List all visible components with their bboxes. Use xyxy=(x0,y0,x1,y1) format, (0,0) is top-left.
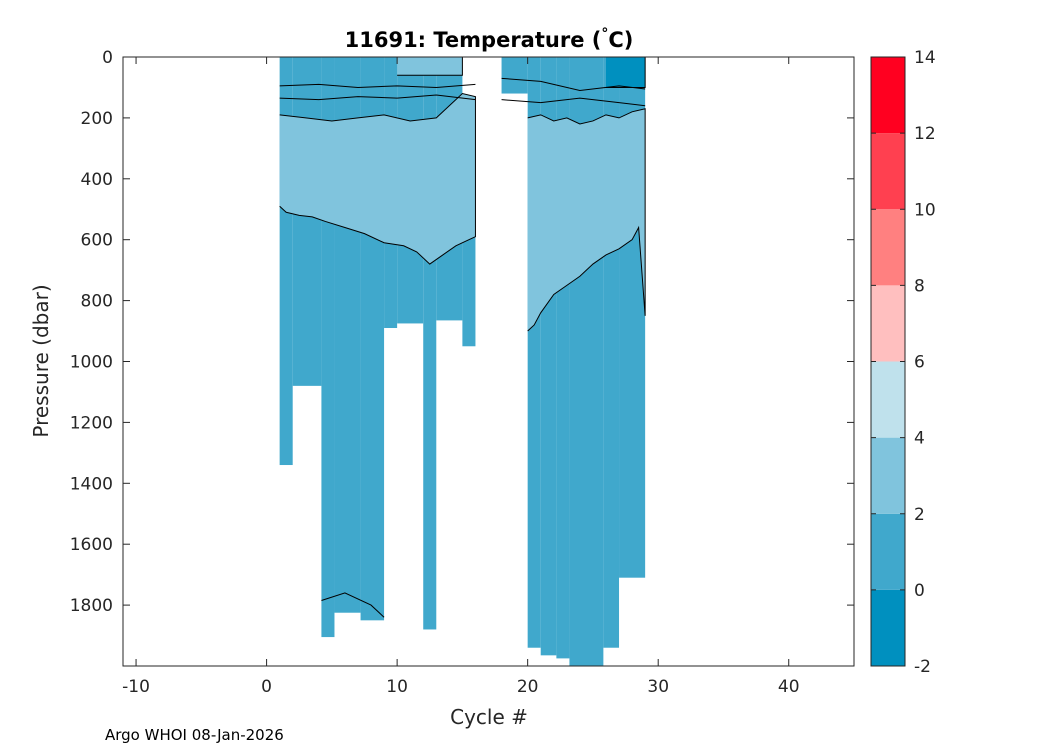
colorbar-tick-label: -2 xyxy=(914,657,931,677)
colorbar-band-3 xyxy=(871,361,905,438)
colorbar-tick-label: 12 xyxy=(914,124,936,144)
contour-line-4 xyxy=(321,592,385,618)
x-tick-label: 30 xyxy=(647,677,669,697)
y-axis-ticks: 0 200 400 600 800 1000 1200 1400 1600 1800 xyxy=(70,48,854,616)
x-axis-ticks: -10 0 10 20 30 40 xyxy=(122,57,800,697)
profile-column-1 xyxy=(292,57,322,386)
region-layer xyxy=(279,57,646,332)
colorbar-band-5 xyxy=(871,209,905,286)
y-tick-label: 1200 xyxy=(70,413,113,433)
y-tick-label: 400 xyxy=(81,170,113,190)
x-tick-label: 20 xyxy=(517,677,539,697)
colorbar-tick-label: 8 xyxy=(914,276,925,296)
y-tick-label: 1800 xyxy=(70,596,113,616)
chart-title: 11691: Temperature (°C) xyxy=(345,26,634,52)
colorbar-ticks: -2 0 2 4 6 8 10 12 14 xyxy=(871,48,936,677)
y-tick-label: 1600 xyxy=(70,535,113,555)
colorbar-band-6 xyxy=(871,133,905,210)
degree-symbol: ° xyxy=(601,26,608,42)
colorbar-tick-label: 0 xyxy=(914,581,925,601)
colorbar-tick-label: 14 xyxy=(914,48,936,68)
y-tick-label: 200 xyxy=(81,109,113,129)
contour-line-3 xyxy=(501,97,646,107)
plot-area xyxy=(123,57,854,666)
colorbar-band-1 xyxy=(871,513,905,590)
y-tick-label: 600 xyxy=(81,231,113,251)
y-axis-label: Pressure (dbar) xyxy=(29,284,53,437)
colorbar-band-0 xyxy=(871,589,905,666)
x-tick-label: 40 xyxy=(778,677,800,697)
warm-layer-west xyxy=(279,93,476,265)
y-tick-label: 0 xyxy=(102,48,113,68)
contour-line-1 xyxy=(279,94,476,101)
x-tick-label: -10 xyxy=(122,677,150,697)
y-tick-label: 800 xyxy=(81,292,113,312)
cold-core-surface-contour xyxy=(605,57,646,88)
colorbar-band-4 xyxy=(871,285,905,362)
x-tick-label: 10 xyxy=(386,677,408,697)
x-tick-label: 0 xyxy=(261,677,272,697)
x-axis-label: Cycle # xyxy=(450,705,528,729)
y-tick-label: 1400 xyxy=(70,474,113,494)
colorbar-band-2 xyxy=(871,437,905,514)
colorbar-band-7 xyxy=(871,57,905,134)
contour-line-0 xyxy=(279,83,476,88)
colorbar xyxy=(871,57,905,666)
colorbar-tick-label: 6 xyxy=(914,353,925,373)
credit-text: Argo WHOI 08-Jan-2026 xyxy=(105,726,284,744)
warm-layer-west-contour xyxy=(279,92,476,265)
colorbar-tick-label: 2 xyxy=(914,505,925,525)
warm-layer-east xyxy=(527,108,646,332)
contour-layer xyxy=(279,57,646,618)
colorbar-tick-label: 10 xyxy=(914,200,936,220)
y-tick-label: 1000 xyxy=(70,353,113,373)
contour-line-2 xyxy=(501,77,646,92)
warm-layer-east-contour xyxy=(527,108,646,332)
cold-core-surface xyxy=(605,57,646,88)
colorbar-tick-label: 4 xyxy=(914,429,925,449)
warm-patch-surface-contour xyxy=(397,57,463,76)
warm-patch-surface xyxy=(397,57,463,76)
profile-column-10 xyxy=(501,57,528,94)
